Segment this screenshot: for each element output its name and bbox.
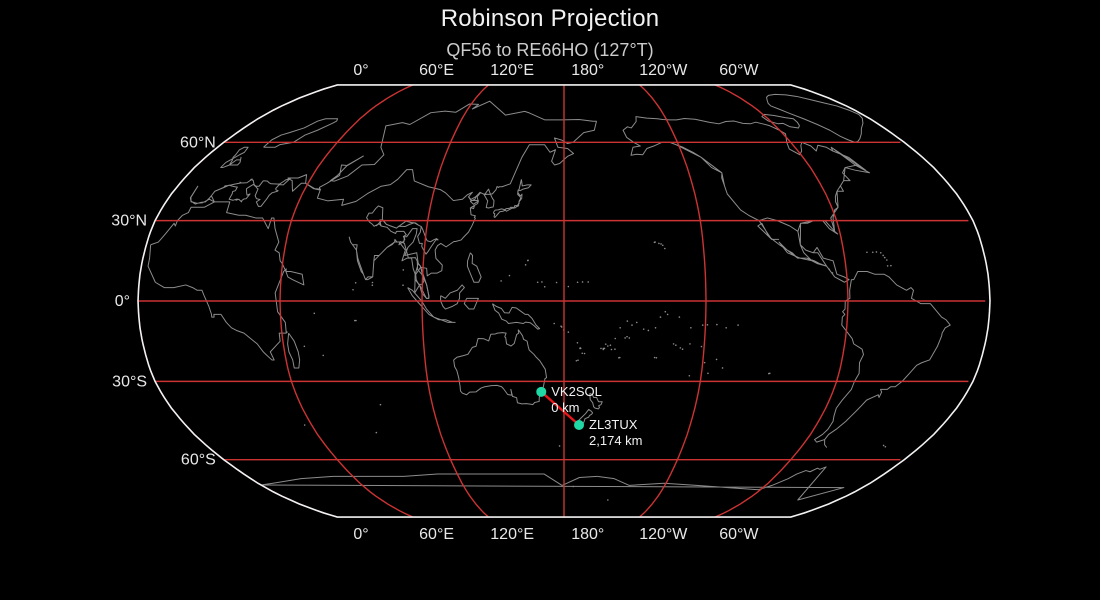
svg-text:0 km: 0 km xyxy=(551,400,579,415)
svg-text:ZL3TUX: ZL3TUX xyxy=(589,417,638,432)
svg-text:60°W: 60°W xyxy=(719,526,759,543)
svg-text:120°E: 120°E xyxy=(490,526,534,543)
svg-text:60°W: 60°W xyxy=(719,62,759,79)
svg-text:180°: 180° xyxy=(571,526,604,543)
svg-text:2,174 km: 2,174 km xyxy=(589,433,642,448)
svg-text:60°E: 60°E xyxy=(419,526,454,543)
svg-text:120°E: 120°E xyxy=(490,62,534,79)
svg-text:0°: 0° xyxy=(353,62,368,79)
svg-text:120°W: 120°W xyxy=(639,526,688,543)
svg-text:0°: 0° xyxy=(353,526,368,543)
svg-text:60°N: 60°N xyxy=(180,134,216,151)
svg-text:30°N: 30°N xyxy=(111,213,147,230)
svg-text:60°S: 60°S xyxy=(181,452,216,469)
svg-text:60°E: 60°E xyxy=(419,62,454,79)
svg-text:180°: 180° xyxy=(571,62,604,79)
svg-text:VK2SOL: VK2SOL xyxy=(551,384,602,399)
svg-text:30°S: 30°S xyxy=(112,373,147,390)
svg-text:0°: 0° xyxy=(115,293,130,310)
svg-text:120°W: 120°W xyxy=(639,62,688,79)
